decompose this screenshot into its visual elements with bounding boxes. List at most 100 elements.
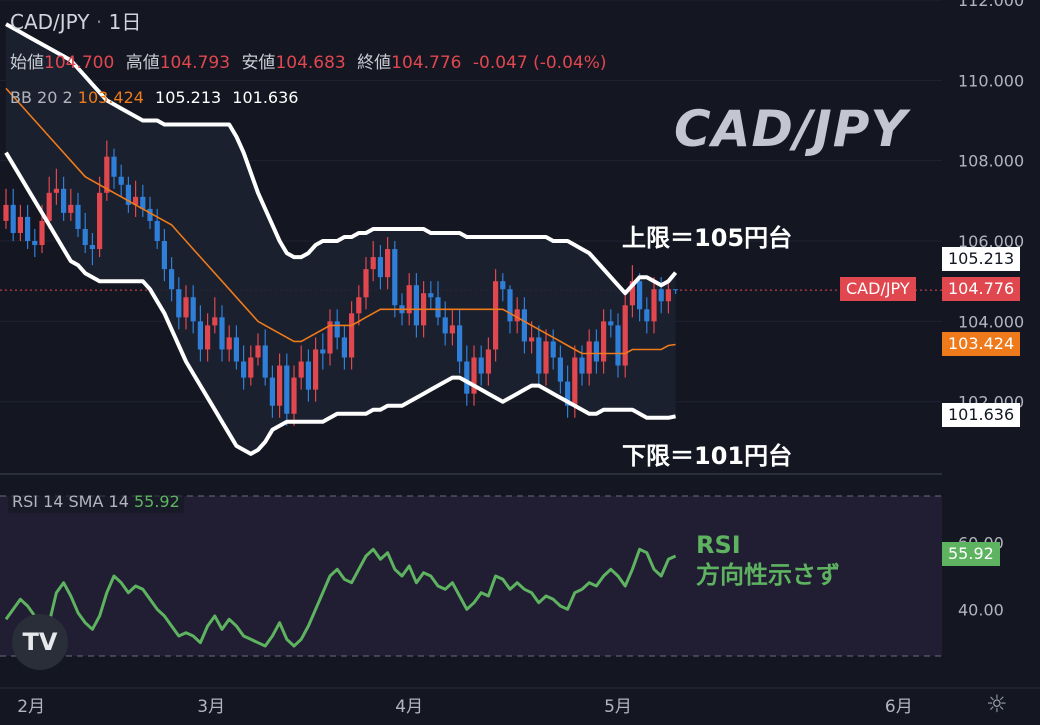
open-key: 始値 (10, 53, 44, 73)
candle-body (457, 325, 463, 362)
rsi-line-group (4, 547, 677, 648)
time-tick-label: 4月 (395, 697, 423, 717)
price-tick-label: 108.000 (958, 152, 1024, 171)
candle-body (3, 204, 9, 221)
candle-body (320, 349, 326, 354)
candle-body (565, 381, 571, 406)
candle-body (449, 325, 455, 334)
candle-body (183, 297, 189, 318)
candle-body (543, 341, 549, 374)
bb-upper-line (5, 22, 678, 296)
tradingview-logo-icon[interactable]: TV (12, 614, 68, 670)
candle-body (25, 216, 31, 242)
header-separator: · (95, 10, 103, 34)
candle-body (147, 208, 153, 221)
candle-body (658, 289, 664, 302)
settings-gear-icon[interactable]: ☼ (986, 690, 1008, 718)
candle-body (356, 297, 362, 314)
last-price-tag: 104.776 (942, 277, 1021, 301)
price-tick-label: 110.000 (958, 71, 1024, 90)
candle-body (493, 281, 499, 350)
candle-body (255, 345, 261, 358)
candle-body (68, 204, 74, 213)
candle-body (284, 365, 290, 414)
rsi-annotation-title: RSI (696, 531, 741, 559)
rsi-value-tag: 55.92 (942, 542, 1000, 566)
open-value: 104.700 (44, 53, 115, 73)
candle-body (334, 321, 340, 338)
bb-basis-line (5, 87, 676, 355)
candle-body (485, 349, 491, 374)
candle-body (226, 337, 232, 350)
low-value: 104.683 (275, 53, 346, 73)
rsi-tick-label: 40.00 (958, 600, 1004, 619)
candle-body (529, 337, 535, 342)
candle-body (327, 321, 333, 354)
bollinger-fill (6, 24, 676, 454)
candle-body (665, 289, 671, 302)
bb-mid-value: 103.424 (77, 88, 144, 107)
candle-body (46, 192, 52, 221)
candle-body (644, 309, 650, 322)
candle-body (118, 176, 124, 185)
symbol-header[interactable]: CAD/JPY · 1日 (10, 6, 141, 35)
candle-body (478, 357, 484, 374)
bb-lower-tag: 101.636 (942, 403, 1021, 427)
bb-label: BB 20 2 (10, 88, 73, 107)
candle-body (622, 305, 628, 366)
candle-body (205, 325, 211, 350)
bollinger-legend[interactable]: BB 20 2 103.424 105.213 101.636 (10, 88, 298, 107)
price-tick-label: 104.000 (958, 312, 1024, 331)
lower-annotation: 下限＝101円台 (622, 442, 793, 470)
bollinger-lines (4, 22, 678, 456)
candle-body (241, 361, 247, 378)
bb-mid-tag: 103.424 (942, 332, 1021, 356)
candle-body (464, 361, 470, 394)
candle-body (601, 321, 607, 362)
candle-body (579, 357, 585, 374)
candle-body (629, 281, 635, 306)
candle-body (471, 357, 477, 394)
candle-body (17, 216, 23, 233)
symbol-price-label: CAD/JPY (840, 277, 916, 301)
candle-body (176, 289, 182, 318)
candle-body (233, 337, 239, 362)
price-tick-label: 106.000 (958, 232, 1024, 251)
rsi-legend[interactable]: RSI 14 SMA 14 55.92 (8, 490, 184, 513)
candle-body (377, 257, 383, 278)
close-value: 104.776 (391, 53, 462, 73)
upper-annotation: 上限＝105円台 (622, 224, 793, 252)
candle-body (586, 341, 592, 374)
candle-body (298, 361, 304, 378)
ohlc-row: 始値104.700 高値104.793 安値104.683 終値104.776 … (10, 48, 612, 73)
candle-body (435, 297, 441, 318)
rsi-label: RSI 14 SMA 14 (12, 492, 129, 511)
candle-body (39, 220, 45, 246)
chart-title-overlay: CAD/JPY (674, 100, 908, 158)
time-tick-label: 2月 (17, 697, 45, 717)
bb-lower-value: 101.636 (232, 88, 299, 107)
high-key: 高値 (125, 53, 160, 73)
close-key: 終値 (357, 53, 392, 73)
candle-body (133, 196, 139, 205)
candle-body (82, 228, 88, 246)
candle-body (385, 249, 391, 278)
candle-body (61, 188, 67, 213)
candle-body (53, 188, 59, 193)
candle-body (32, 241, 38, 246)
candle-body (593, 341, 599, 362)
bb-upper-value: 105.213 (155, 88, 222, 107)
candle-body (572, 357, 578, 406)
candle-body (363, 269, 369, 298)
candle-body (89, 245, 95, 250)
candle-body (615, 325, 621, 366)
bollinger-band-area (6, 24, 676, 454)
candle-body (313, 349, 319, 390)
interval-label: 1日 (108, 10, 142, 34)
candle-body (262, 345, 268, 378)
candle-body (557, 357, 563, 382)
candle-body (536, 337, 542, 374)
candle-body (608, 321, 614, 326)
candle-body (392, 249, 398, 306)
